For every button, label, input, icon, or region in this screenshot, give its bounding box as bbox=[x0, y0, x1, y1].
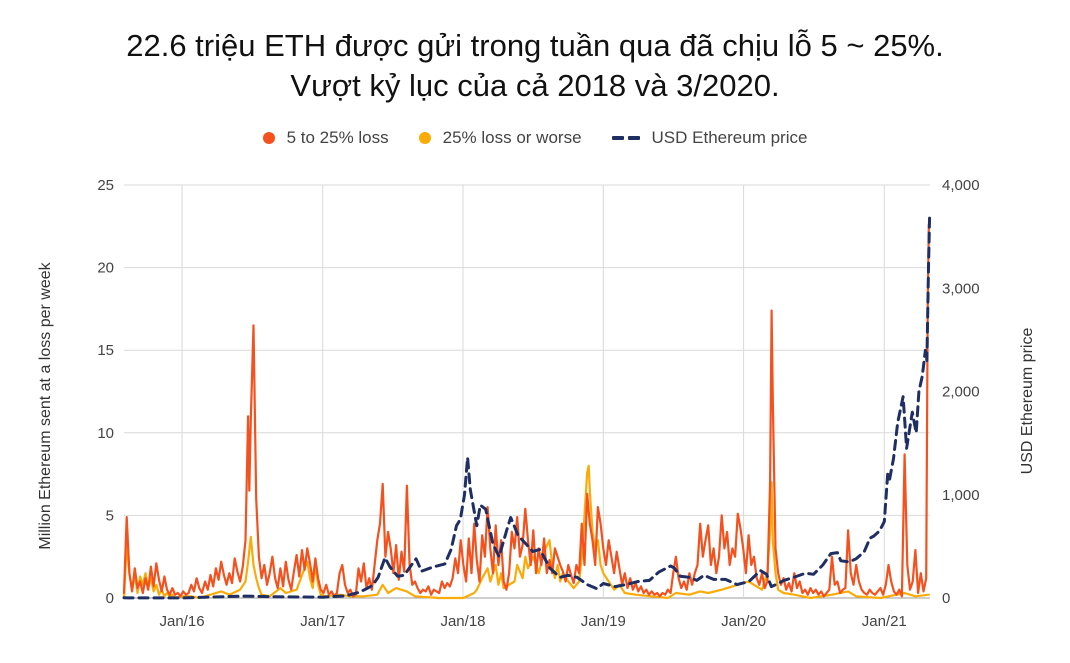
y-tick-label-right: 2,000 bbox=[942, 384, 980, 401]
y-tick-label-left: 20 bbox=[97, 260, 114, 277]
chart-series bbox=[122, 214, 932, 600]
x-tick-label: Jan/16 bbox=[160, 613, 205, 630]
y-tick-label-left: 25 bbox=[97, 177, 114, 194]
x-tick-label: Jan/20 bbox=[721, 613, 766, 630]
y-tick-label-right: 3,000 bbox=[942, 280, 980, 297]
legend-item-25-loss-or-worse[interactable]: 25% loss or worse bbox=[418, 128, 582, 148]
y-tick-label-right: 0 bbox=[942, 590, 950, 607]
chart-title: 22.6 triệu ETH được gửi trong tuần qua đ… bbox=[0, 26, 1070, 106]
legend-swatch-usd-ethereum-price bbox=[611, 136, 640, 140]
legend-label-usd-ethereum-price: USD Ethereum price bbox=[651, 128, 808, 147]
legend-swatch-5-25-loss bbox=[262, 132, 275, 144]
legend-swatch-25-loss-or-worse bbox=[418, 132, 431, 144]
y-tick-label-left: 5 bbox=[106, 507, 114, 524]
chart-title-line-1: 22.6 triệu ETH được gửi trong tuần qua đ… bbox=[126, 28, 944, 63]
series-5-25-loss-line bbox=[122, 223, 930, 598]
legend-label-5-25-loss: 5 to 25% loss bbox=[286, 128, 389, 147]
y-tick-label-left: 0 bbox=[106, 590, 114, 607]
x-tick-label: Jan/19 bbox=[581, 613, 626, 630]
chart-tick-labels: 0 5 10 15 20 25 0 1,000 2,000 3,000 4,000 Jan/16 Jan… bbox=[97, 177, 979, 630]
legend-label-25-loss-or-worse: 25% loss or worse bbox=[442, 128, 582, 147]
x-tick-label: Jan/18 bbox=[440, 613, 485, 630]
y-axis-title-left: Million Ethereum sent at a loss per week bbox=[37, 261, 54, 549]
chart-gridlines bbox=[124, 184, 930, 599]
y-axis-title-right: USD Ethereum price bbox=[1019, 328, 1036, 475]
legend-item-5-25-loss[interactable]: 5 to 25% loss bbox=[262, 128, 389, 148]
y-tick-label-right: 1,000 bbox=[942, 487, 980, 504]
legend-item-usd-ethereum-price[interactable]: USD Ethereum price bbox=[611, 128, 808, 148]
y-tick-label-left: 10 bbox=[97, 425, 114, 442]
y-tick-label-left: 15 bbox=[97, 342, 114, 359]
series-usd-ethereum-price-line bbox=[122, 214, 932, 600]
chart-legend: 5 to 25% loss 25% loss or worse USD Ethe… bbox=[0, 128, 1070, 148]
chart-title-line-2: Vượt kỷ lục của cả 2018 và 3/2020. bbox=[290, 68, 780, 103]
y-tick-label-right: 4,000 bbox=[942, 177, 980, 194]
x-tick-label: Jan/21 bbox=[862, 613, 907, 630]
x-tick-label: Jan/17 bbox=[300, 613, 345, 630]
